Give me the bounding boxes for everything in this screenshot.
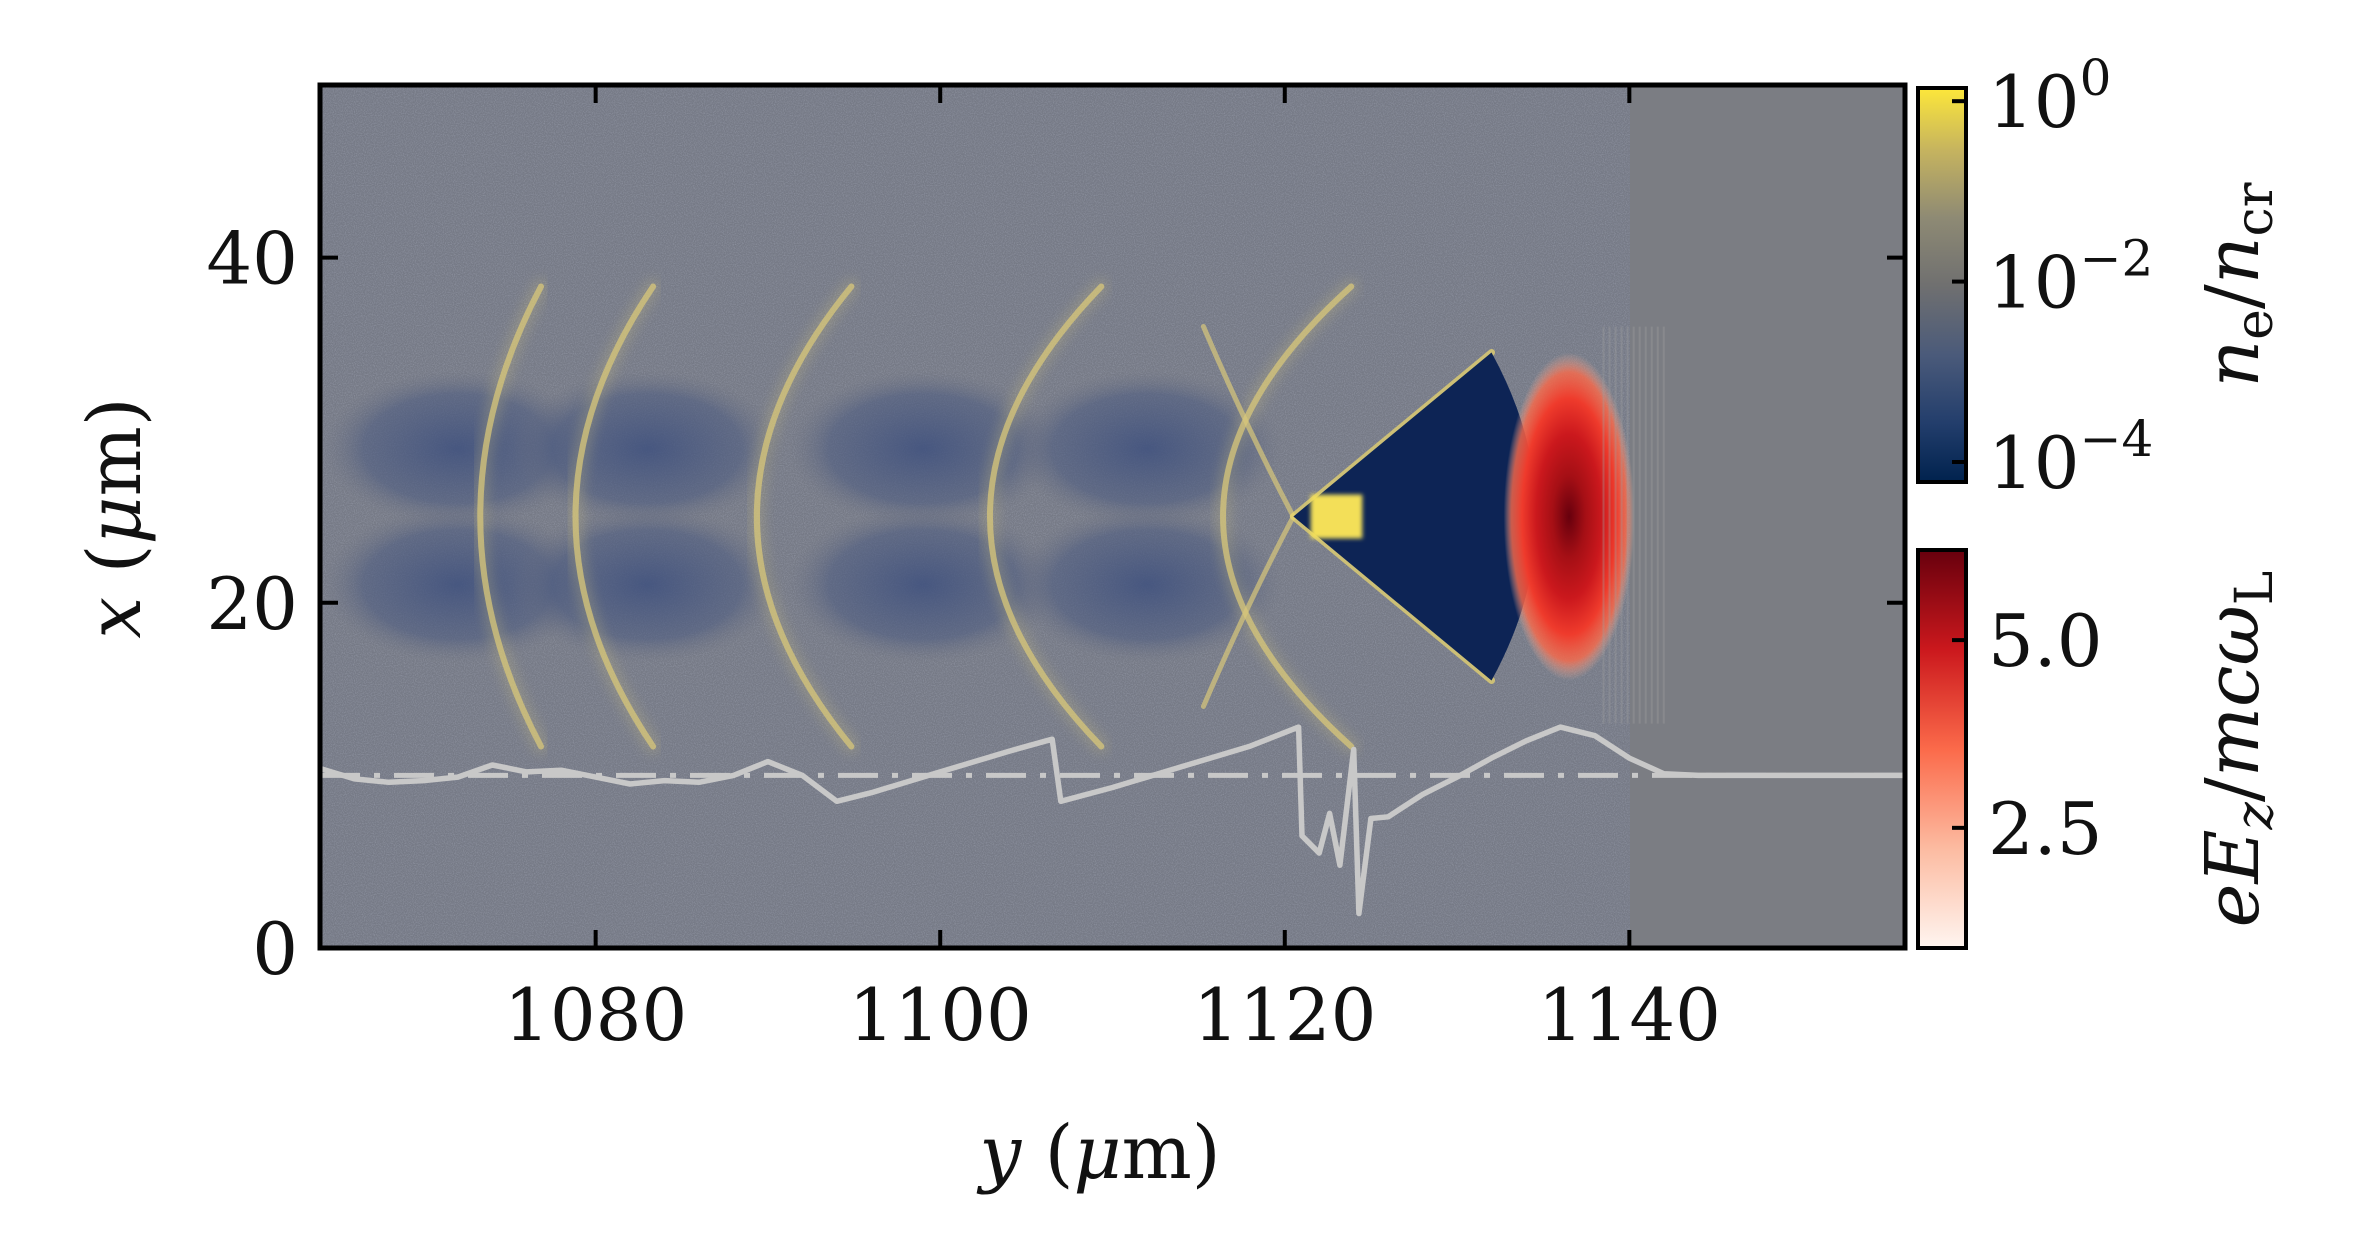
- density-filament-glow: [473, 279, 549, 754]
- density-filament-glow: [1216, 279, 1359, 754]
- y-tick-label: 0: [252, 907, 298, 991]
- electron-hot-spot: [1310, 494, 1363, 539]
- field-colorbar: [1916, 548, 1968, 950]
- plasma-bubble: [322, 370, 593, 527]
- y-axis-title: x (μm): [72, 397, 158, 638]
- density-colorbar-label: ne/ncr: [2190, 182, 2285, 387]
- x-tick-label: 1120: [1193, 973, 1376, 1057]
- field-lineout-curve: [319, 724, 1905, 917]
- density-filament-glow: [983, 279, 1109, 754]
- x-tick-label: 1080: [504, 973, 687, 1057]
- density-colorbar-tick-label: 10−2: [1988, 230, 2153, 325]
- cavity-shell: [1200, 514, 1296, 709]
- plasma-bubble: [322, 506, 593, 663]
- plasma-bubble: [1011, 370, 1282, 527]
- x-tick-label: 1140: [1538, 973, 1721, 1057]
- field-colorbar-label: eEz/mcωL: [2190, 571, 2285, 928]
- density-heatmap: [320, 85, 1905, 948]
- plasma-bubble: [512, 506, 783, 663]
- density-filament-glow: [749, 279, 859, 754]
- density-colorbar-tick-label: 100: [1988, 49, 2111, 144]
- field-colorbar-tick-label: 2.5: [1988, 787, 2103, 871]
- y-tick-label: 40: [206, 217, 298, 301]
- cavity-shell: [1200, 324, 1296, 519]
- field-colorbar-tick-label: 5.0: [1988, 599, 2103, 683]
- laser-field-spot: [1503, 352, 1635, 681]
- density-colorbar: [1916, 86, 1968, 484]
- plot-frame: [317, 82, 1908, 951]
- plasma-cavity: [1293, 352, 1537, 681]
- density-colorbar-tick-label: 10−4: [1988, 410, 2153, 505]
- density-filament-glow: [568, 279, 661, 754]
- x-tick-label: 1100: [849, 973, 1032, 1057]
- y-tick-label: 20: [206, 562, 298, 646]
- x-axis-title: y (μm): [976, 1110, 1220, 1196]
- plasma-bubble: [512, 370, 783, 527]
- plasma-bubble: [1011, 506, 1282, 663]
